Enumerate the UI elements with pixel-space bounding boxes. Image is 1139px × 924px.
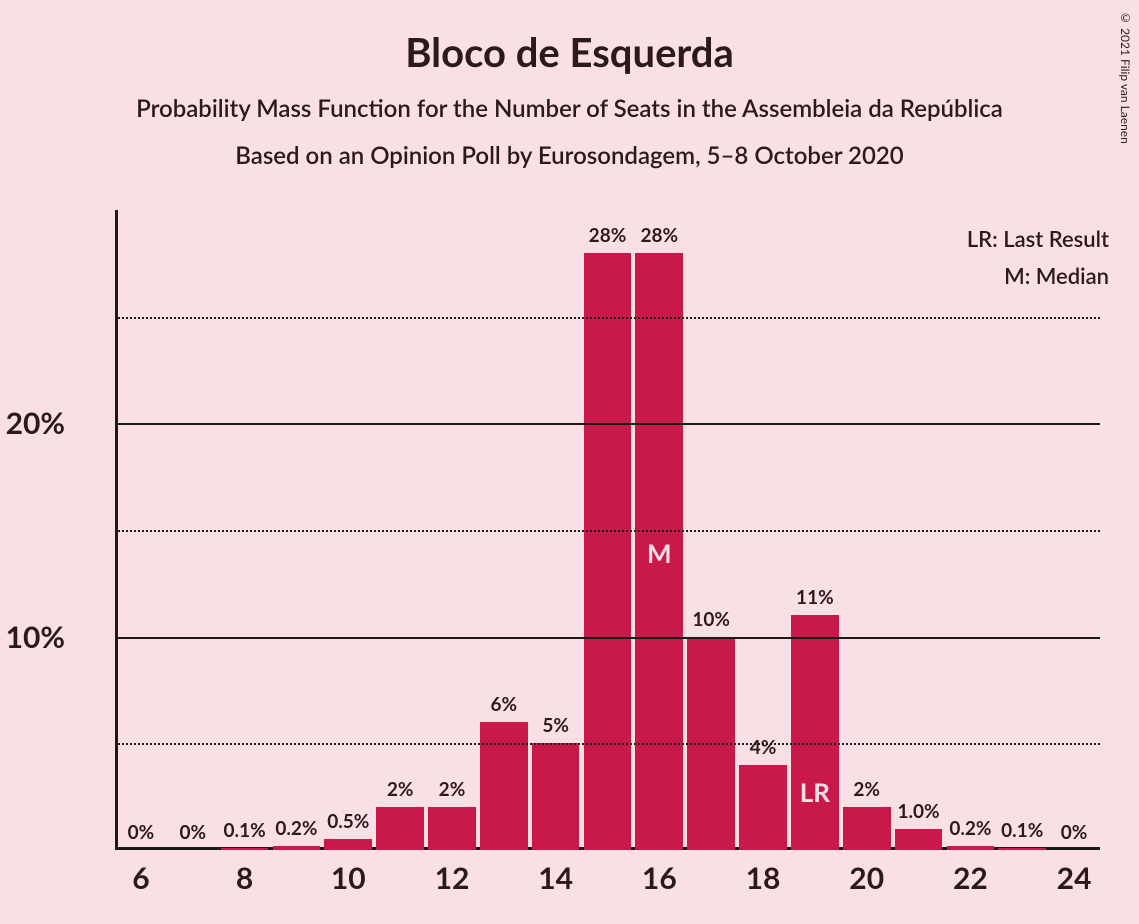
- x-tick-label: 20: [849, 860, 884, 896]
- bar: [584, 253, 632, 850]
- chart-subtitle-2: Based on an Opinion Poll by Eurosondagem…: [0, 141, 1139, 170]
- bar-marker: M: [647, 537, 672, 569]
- x-tick-label: 14: [538, 860, 573, 896]
- bar-value-label: 0.1%: [224, 819, 266, 842]
- chart-subtitle: Probability Mass Function for the Number…: [0, 94, 1139, 123]
- gridline-minor: [115, 317, 1100, 319]
- bar-value-label: 1.0%: [897, 800, 939, 823]
- gridline-minor: [115, 743, 1100, 745]
- bar: [480, 722, 528, 850]
- x-tick-label: 18: [746, 860, 781, 896]
- bar: [273, 846, 321, 850]
- bar: [791, 615, 839, 850]
- bar-value-label: 10%: [692, 608, 730, 631]
- bar-value-label: 0.2%: [275, 817, 317, 840]
- bar: [895, 829, 943, 850]
- gridline-major: [115, 423, 1100, 425]
- bar-value-label: 4%: [750, 736, 777, 759]
- x-tick-label: 12: [435, 860, 470, 896]
- x-tick-label: 16: [642, 860, 677, 896]
- bar-value-label: 28%: [589, 224, 627, 247]
- bar: [428, 807, 476, 850]
- y-tick-label: 10%: [0, 619, 65, 655]
- bar: [221, 848, 269, 850]
- bar: [843, 807, 891, 850]
- bar-value-label: 28%: [641, 224, 679, 247]
- x-tick-label: 22: [953, 860, 988, 896]
- x-tick-label: 6: [132, 860, 149, 896]
- x-tick-label: 24: [1057, 860, 1092, 896]
- bar-value-label: 2%: [853, 778, 880, 801]
- bar-value-label: 2%: [439, 778, 466, 801]
- bar-value-label: 0%: [179, 821, 206, 844]
- bar-value-label: 11%: [796, 586, 834, 609]
- chart-area: 0% 0% 0.1% 0.2% 0.5% 2% 2% 6% 5% 28% 28% M 10% 4% 11% L…: [115, 210, 1100, 850]
- bar-value-label: 6%: [491, 693, 518, 716]
- bar: [998, 848, 1046, 850]
- bar: [532, 743, 580, 850]
- bar-value-label: 0.1%: [1001, 819, 1043, 842]
- bar: [739, 765, 787, 850]
- bar-value-label: 0%: [1061, 821, 1088, 844]
- gridline-minor: [115, 530, 1100, 532]
- bar: [376, 807, 424, 850]
- y-tick-label: 20%: [0, 405, 65, 441]
- bar-value-label: 2%: [387, 778, 414, 801]
- copyright-text: © 2021 Filip van Laenen: [1118, 10, 1133, 144]
- x-tick-label: 10: [331, 860, 366, 896]
- bar: [324, 839, 372, 850]
- bar-value-label: 5%: [542, 714, 569, 737]
- x-tick-label: 8: [236, 860, 253, 896]
- bar-value-label: 0.5%: [327, 810, 369, 833]
- gridline-major: [115, 637, 1100, 639]
- chart-title: Bloco de Esquerda: [0, 0, 1139, 76]
- bar-value-label: 0%: [128, 821, 155, 844]
- bar-marker: LR: [800, 776, 830, 808]
- bar-value-label: 0.2%: [949, 817, 991, 840]
- bar: [947, 846, 995, 850]
